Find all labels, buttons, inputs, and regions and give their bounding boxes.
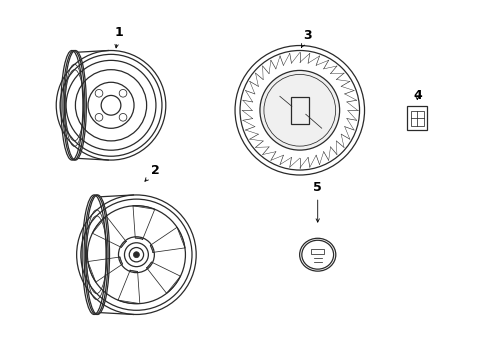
Ellipse shape: [260, 71, 340, 150]
Ellipse shape: [133, 252, 140, 258]
Text: 1: 1: [114, 26, 123, 48]
Text: 2: 2: [145, 163, 160, 181]
Text: 4: 4: [413, 89, 422, 102]
Text: 3: 3: [301, 29, 312, 48]
Text: 5: 5: [313, 181, 322, 222]
